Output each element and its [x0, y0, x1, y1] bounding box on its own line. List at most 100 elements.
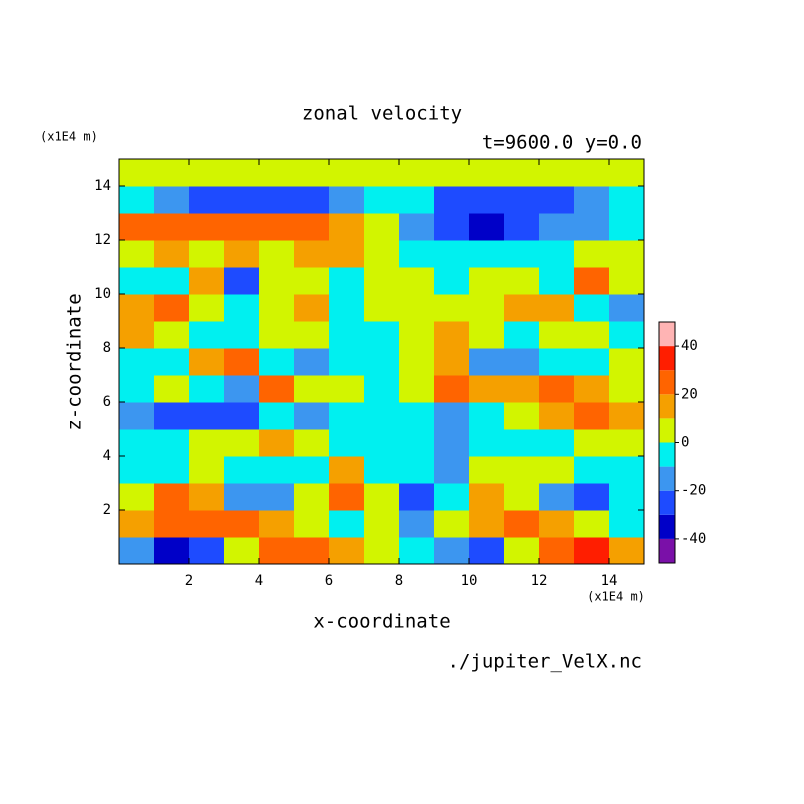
contour-cell [469, 510, 505, 538]
contour-cell [539, 375, 575, 403]
x-tick-label: 6 [325, 573, 333, 589]
contour-cell [259, 240, 295, 268]
y-tick-label: 4 [103, 448, 111, 464]
contour-cell [224, 321, 260, 349]
chart-title: zonal velocity [302, 103, 462, 125]
contour-cell [469, 375, 505, 403]
contour-cell [539, 186, 575, 214]
contour-cell [574, 537, 610, 565]
contour-cell [224, 402, 260, 430]
contour-cell [224, 159, 260, 187]
contour-cell [434, 456, 470, 484]
contour-cell [434, 294, 470, 322]
contour-cell [609, 537, 645, 565]
contour-cell [224, 375, 260, 403]
contour-cell [189, 510, 225, 538]
x-tick-label: 12 [531, 573, 548, 589]
contour-cell [119, 267, 155, 295]
x-tick-label: 4 [255, 573, 263, 589]
contour-cell [574, 321, 610, 349]
contour-cell [259, 348, 295, 376]
contour-cell [364, 321, 400, 349]
contour-cell [504, 456, 540, 484]
contour-cell [259, 321, 295, 349]
contour-cell [224, 483, 260, 511]
plot-frame [118, 158, 645, 565]
contour-cell [364, 375, 400, 403]
contour-cell [119, 240, 155, 268]
contour-cell [399, 537, 435, 565]
colorbar-band [659, 490, 675, 515]
contour-cell [399, 429, 435, 457]
contour-cell [434, 240, 470, 268]
contour-cell [119, 429, 155, 457]
contour-cell [329, 348, 365, 376]
contour-cell [294, 186, 330, 214]
contour-cell [259, 510, 295, 538]
colorbar-tick-label: 0 [681, 435, 689, 451]
contour-cell [189, 348, 225, 376]
contour-cell [469, 348, 505, 376]
contour-cell [154, 348, 190, 376]
contour-cell [119, 186, 155, 214]
contour-cell [294, 375, 330, 403]
contour-cell [224, 537, 260, 565]
contour-cell [294, 402, 330, 430]
contour-cell [329, 186, 365, 214]
contour-cell [189, 267, 225, 295]
contour-cell [329, 267, 365, 295]
contour-cell [259, 294, 295, 322]
contour-cell [574, 240, 610, 268]
contour-cell [329, 483, 365, 511]
contour-cell [119, 537, 155, 565]
x-axis-label: x-coordinate [313, 611, 450, 633]
contour-cell [434, 402, 470, 430]
colorbar-band [659, 466, 675, 491]
x-tick-label: 2 [185, 573, 193, 589]
contour-cell [294, 348, 330, 376]
contour-cell [434, 429, 470, 457]
contour-cell [574, 186, 610, 214]
colorbar-tick-label: -20 [681, 483, 706, 499]
contour-cell [609, 510, 645, 538]
contour-cell [189, 321, 225, 349]
contour-cell [364, 240, 400, 268]
contour-cell [504, 348, 540, 376]
contour-cell [539, 537, 575, 565]
contour-cell [294, 267, 330, 295]
contour-cell [189, 456, 225, 484]
contour-cell [154, 456, 190, 484]
contour-cell [364, 213, 400, 241]
contour-cell [364, 456, 400, 484]
contour-cell [364, 510, 400, 538]
contour-cell [434, 483, 470, 511]
contour-cell [119, 321, 155, 349]
contour-cell [154, 159, 190, 187]
contour-cell [259, 537, 295, 565]
chart-subtitle: t=9600.0 y=0.0 [482, 132, 642, 154]
contour-cell [539, 402, 575, 430]
contour-cell [294, 456, 330, 484]
contour-cell [539, 510, 575, 538]
contour-cell [504, 537, 540, 565]
contour-cell [364, 267, 400, 295]
contour-cell [539, 240, 575, 268]
contour-cell [539, 348, 575, 376]
contour-cell [504, 294, 540, 322]
contour-cell [504, 321, 540, 349]
contour-cell [224, 348, 260, 376]
contour-cell [189, 213, 225, 241]
contour-cell [434, 213, 470, 241]
contour-cell [609, 483, 645, 511]
contour-cell [329, 159, 365, 187]
contour-cell [434, 537, 470, 565]
contour-cell [504, 186, 540, 214]
contour-cell [154, 402, 190, 430]
contour-cell [259, 159, 295, 187]
contour-cell [504, 159, 540, 187]
colorbar-band [659, 514, 675, 539]
contour-cell [609, 186, 645, 214]
contour-cell [609, 294, 645, 322]
contour-cell [609, 159, 645, 187]
contour-cell [539, 456, 575, 484]
